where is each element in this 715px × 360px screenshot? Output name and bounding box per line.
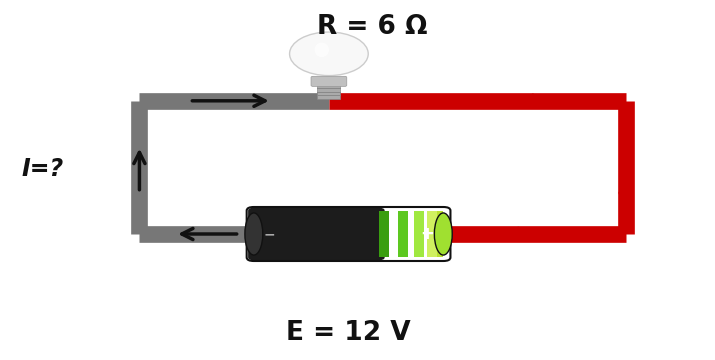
Text: −: − bbox=[264, 227, 275, 241]
FancyBboxPatch shape bbox=[317, 85, 340, 99]
Text: R = 6 Ω: R = 6 Ω bbox=[317, 14, 427, 40]
Bar bbox=[379, 211, 389, 257]
FancyBboxPatch shape bbox=[311, 76, 347, 86]
Bar bbox=[428, 211, 437, 257]
Bar bbox=[415, 211, 424, 257]
Text: I=?: I=? bbox=[21, 157, 64, 181]
FancyBboxPatch shape bbox=[248, 208, 385, 260]
Ellipse shape bbox=[434, 213, 453, 255]
Text: +: + bbox=[420, 225, 435, 243]
Ellipse shape bbox=[290, 32, 368, 76]
Ellipse shape bbox=[315, 43, 329, 57]
Bar bbox=[437, 211, 443, 257]
Bar bbox=[398, 211, 408, 257]
Text: E = 12 V: E = 12 V bbox=[286, 320, 411, 346]
Ellipse shape bbox=[245, 213, 263, 255]
